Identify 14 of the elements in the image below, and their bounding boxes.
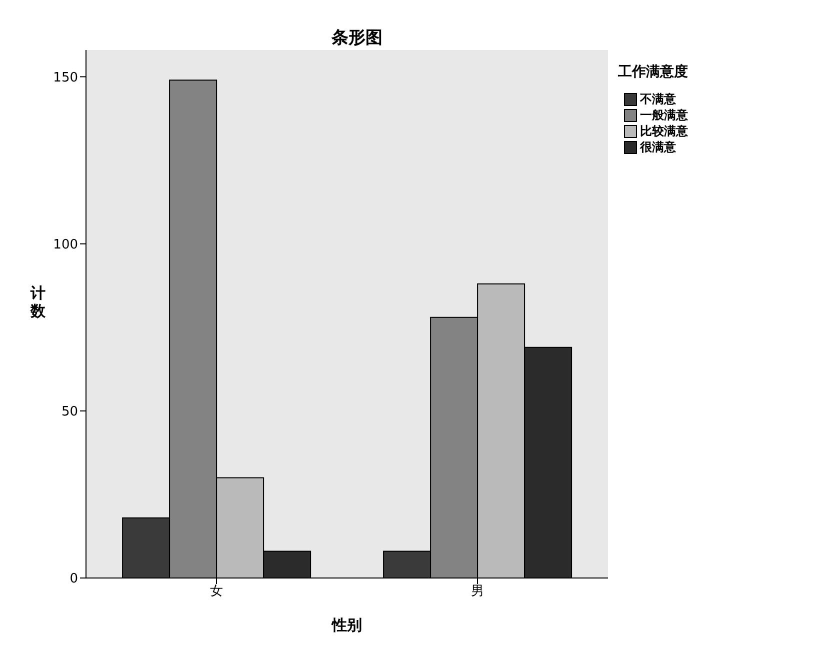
y-tick-label: 0 (70, 572, 78, 587)
y-tick-label: 150 (53, 70, 78, 86)
legend-label: 一般满意 (639, 107, 689, 123)
legend-label: 比较满意 (639, 123, 689, 139)
x-axis-title: 性别 (331, 616, 362, 634)
y-tick-label: 50 (61, 404, 78, 420)
legend-title: 工作满意度 (618, 63, 689, 81)
x-tick-label: 女 (210, 584, 223, 600)
legend-label: 不满意 (638, 91, 677, 107)
y-axis-title: 计数 (30, 284, 46, 320)
y-tick-label: 100 (53, 237, 78, 252)
legend-label: 很满意 (638, 139, 677, 155)
chart-title: 条形图 (330, 27, 384, 49)
x-tick-label: 男 (471, 584, 484, 600)
